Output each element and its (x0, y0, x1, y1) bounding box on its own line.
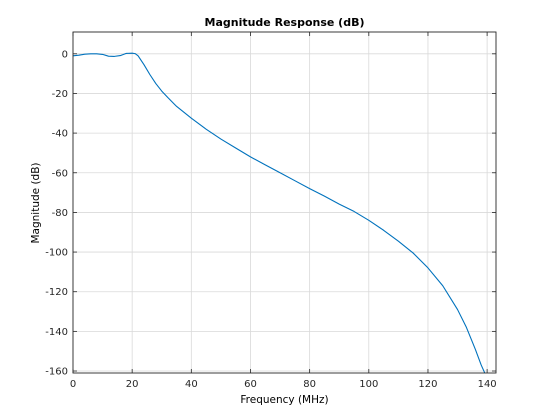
y-tick-label: 0 (62, 49, 68, 60)
x-tick-labels: 0 20 40 60 80 100 120 140 (70, 379, 497, 390)
x-tick-label: 60 (244, 379, 257, 390)
y-tick-label: -140 (45, 327, 68, 338)
x-tick-label: 100 (359, 379, 378, 390)
y-axis-label: Magnitude (dB) (30, 162, 42, 243)
y-tick-label: -160 (45, 367, 68, 378)
x-tick-label: 40 (185, 379, 198, 390)
axes-box (72, 31, 497, 374)
y-tick-label: -120 (45, 287, 68, 298)
data-series (73, 52, 486, 373)
x-tick-label: 0 (70, 379, 76, 390)
x-tick-label: 80 (303, 379, 316, 390)
y-tick-label: -60 (52, 168, 68, 179)
y-tick-label: -20 (52, 89, 68, 100)
y-tick-label: -80 (52, 208, 68, 219)
x-tick-label: 20 (126, 379, 139, 390)
plot-area-background (73, 32, 496, 373)
x-tick-label: 140 (478, 379, 497, 390)
tick-marks (72, 32, 496, 373)
x-axis-label: Frequency (MHz) (240, 394, 328, 406)
chart-title: Magnitude Response (dB) (205, 16, 365, 29)
y-tick-label: -40 (52, 129, 68, 140)
y-tick-labels: 0 -20 -40 -60 -80 -100 -120 -140 -160 (45, 49, 68, 377)
y-tick-label: -100 (45, 248, 68, 259)
grid-lines (72, 32, 496, 373)
x-tick-label: 120 (418, 379, 437, 390)
magnitude-response-line (73, 52, 486, 373)
